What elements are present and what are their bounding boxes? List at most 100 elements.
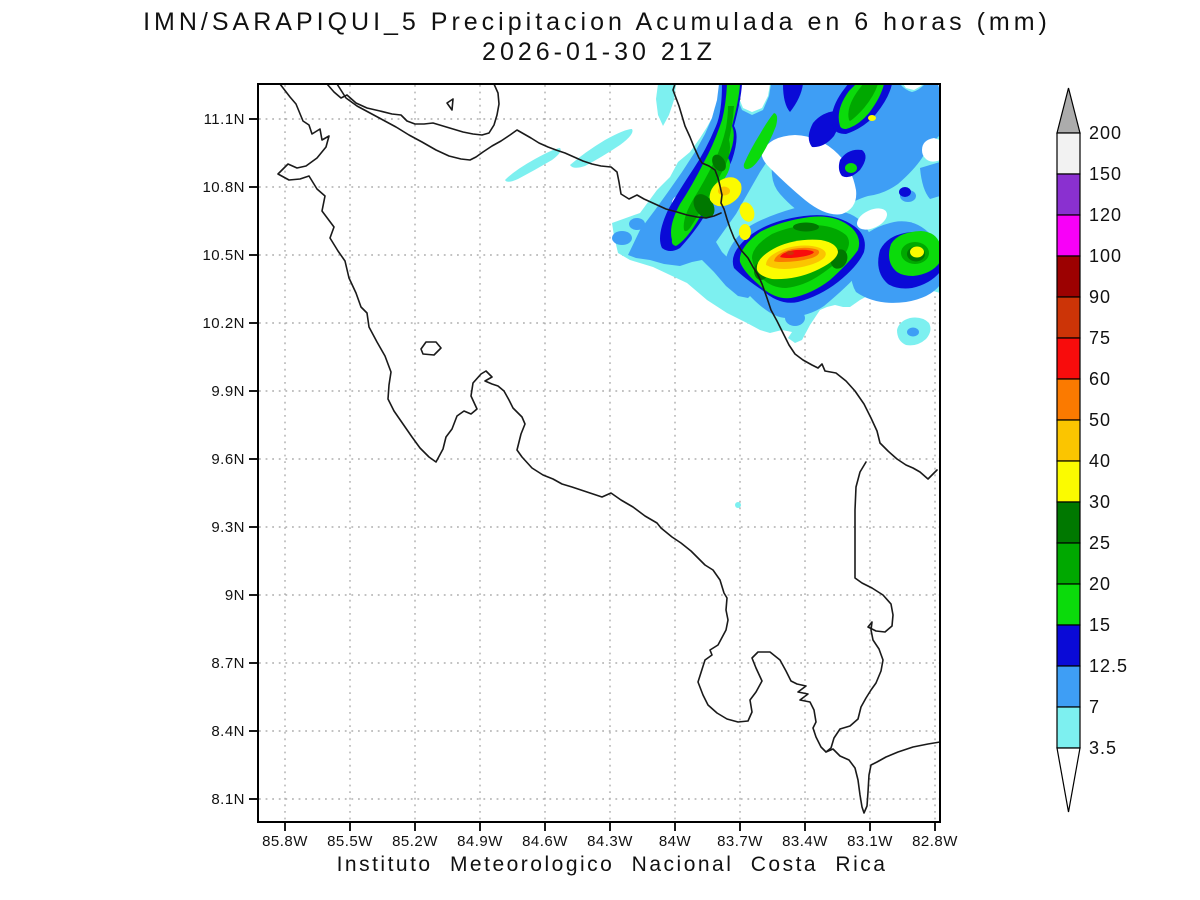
precip-greendark-w1 <box>693 194 715 218</box>
precip-yellow-w3 <box>739 224 751 240</box>
colorbar-label: 20 <box>1089 574 1111 594</box>
colorbar-label: 15 <box>1089 615 1111 635</box>
precip-cyan-streak-west <box>505 148 561 182</box>
precip-intense-cores <box>709 115 924 280</box>
lon-label: 84.6W <box>522 833 568 850</box>
colorbar-segment <box>1056 255 1081 298</box>
lat-label: 9N <box>225 587 245 604</box>
colorbar-segment <box>1056 378 1081 421</box>
latitude-axis: 11.1N 10.8N 10.5N 10.2N 9.9N 9.6N 9.3N 9N 8.7N 8.… <box>202 111 258 808</box>
lon-label: 83.4W <box>782 833 828 850</box>
precip-yellow-top <box>868 115 876 121</box>
longitude-axis: 85.8W 85.5W 85.2W 84.9W 84.6W 84.3W 84W 83.7W 83… <box>262 822 958 850</box>
lon-label: 84W <box>659 833 692 850</box>
lat-lon-gridlines <box>259 85 939 821</box>
colorbar: 200 150 120 100 90 75 60 50 40 30 25 20 15 12.5 7 3.5 <box>1056 87 1128 813</box>
precip-lightblue-dot3 <box>785 310 805 326</box>
lon-label: 85.2W <box>392 833 438 850</box>
plot-subtitle-datetime: 2026-01-30 21Z <box>482 38 716 66</box>
lon-label: 84.3W <box>587 833 633 850</box>
colorbar-segment <box>1056 501 1081 544</box>
lake-island <box>446 98 454 111</box>
precip-blue-dot2 <box>899 187 911 197</box>
precip-green-finger <box>743 113 778 170</box>
colorbar-label: 3.5 <box>1089 738 1117 758</box>
lat-label: 11.1N <box>204 111 245 128</box>
colorbar-label: 120 <box>1089 205 1122 225</box>
gulf-island <box>420 341 442 356</box>
colorbar-segment <box>1056 542 1081 585</box>
lat-label: 10.5N <box>202 247 245 264</box>
colorbar-label: 75 <box>1089 328 1111 348</box>
border-nicaragua <box>336 84 722 219</box>
precip-cyan-streak-east <box>570 129 633 168</box>
lat-label: 8.1N <box>211 791 245 808</box>
lat-label: 9.3N <box>211 519 245 536</box>
precip-cyan-finger <box>656 84 676 126</box>
colorbar-segment <box>1056 624 1081 667</box>
precip-brick-spot <box>786 251 794 255</box>
colorbar-label: 60 <box>1089 369 1111 389</box>
precip-hole-edge <box>922 138 940 162</box>
precip-greendark-c3 <box>793 222 819 232</box>
coastline-layer <box>277 84 940 814</box>
colorbar-label: 50 <box>1089 410 1111 430</box>
coastline-caribbean <box>672 84 938 480</box>
precip-yellow-east <box>910 246 924 258</box>
colorbar-label: 200 <box>1089 123 1122 143</box>
colorbar-segment <box>1056 583 1081 626</box>
map-frame <box>257 83 941 823</box>
map-area <box>259 84 940 821</box>
colorbar-segment <box>1056 337 1081 380</box>
coastline-pacific <box>277 84 940 814</box>
colorbar-label: 7 <box>1089 697 1100 717</box>
plot-title: IMN/SARAPIQUI_5 Precipitacion Acumulada … <box>143 8 1051 36</box>
colorbar-segment <box>1056 214 1081 257</box>
lon-label: 83.7W <box>717 833 763 850</box>
precip-greendark-w2 <box>712 154 726 172</box>
lat-label: 10.8N <box>202 179 245 196</box>
colorbar-under-arrow <box>1056 747 1081 813</box>
precip-lightblue-dot1 <box>612 231 632 245</box>
precip-lightblue-edge <box>920 162 940 199</box>
precip-lightblue-dot4 <box>907 327 919 337</box>
lat-label: 9.6N <box>211 451 245 468</box>
lon-label: 84.9W <box>457 833 503 850</box>
precip-green-bit <box>845 163 857 173</box>
colorbar-label: 90 <box>1089 287 1111 307</box>
border-panama <box>825 461 894 753</box>
precip-hole-main <box>761 135 857 215</box>
colorbar-segment <box>1056 460 1081 503</box>
footer-institution: Instituto Meteorologico Nacional Costa R… <box>337 853 888 876</box>
precip-greenmed-top <box>848 84 878 121</box>
lat-label: 10.2N <box>202 315 245 332</box>
precip-blue-top-column <box>783 84 803 112</box>
colorbar-label: 12.5 <box>1089 656 1128 676</box>
colorbar-segment <box>1056 706 1081 749</box>
precip-yellow-w2 <box>739 202 755 222</box>
lon-label: 85.8W <box>262 833 308 850</box>
lat-label: 9.9N <box>211 383 245 400</box>
colorbar-segment <box>1056 296 1081 339</box>
lon-label: 85.5W <box>327 833 373 850</box>
colorbar-label: 40 <box>1089 451 1111 471</box>
lake-nicaragua-shore <box>326 84 500 136</box>
colorbar-segment <box>1056 132 1081 175</box>
colorbar-over-arrow <box>1056 87 1081 134</box>
colorbar-segment <box>1056 665 1081 708</box>
colorbar-label: 25 <box>1089 533 1111 553</box>
colorbar-label: 30 <box>1089 492 1111 512</box>
precip-hole-mid <box>857 208 887 230</box>
colorbar-label: 100 <box>1089 246 1122 266</box>
colorbar-label: 150 <box>1089 164 1122 184</box>
precip-lightblue-dot2 <box>629 218 645 230</box>
lon-label: 82.8W <box>912 833 958 850</box>
colorbar-segment <box>1056 173 1081 216</box>
lat-label: 8.4N <box>211 723 245 740</box>
colorbar-segment <box>1056 419 1081 462</box>
lon-label: 83.1W <box>847 833 893 850</box>
lat-label: 8.7N <box>211 655 245 672</box>
precip-cyan-speck <box>735 502 741 508</box>
